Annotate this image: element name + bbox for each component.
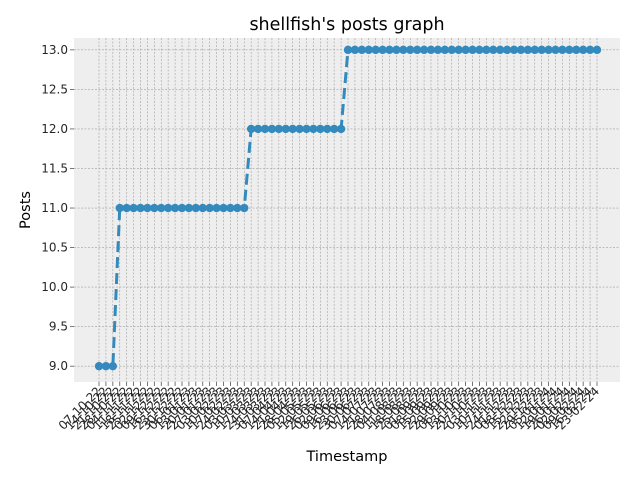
chart-title: shellfish's posts graph: [249, 15, 444, 35]
data-point: [378, 45, 387, 55]
data-point: [371, 45, 380, 55]
data-point: [399, 45, 408, 55]
data-point: [454, 45, 463, 55]
data-point: [177, 203, 187, 213]
y-tick-label: 9.0: [49, 359, 68, 373]
data-point: [129, 203, 138, 213]
data-point: [274, 124, 284, 134]
data-point: [468, 45, 477, 55]
data-point: [426, 45, 436, 55]
data-point: [191, 203, 201, 213]
data-point: [143, 203, 152, 213]
data-point: [565, 45, 574, 55]
data-point: [392, 45, 401, 55]
data-point: [343, 45, 353, 55]
data-point: [336, 124, 346, 134]
data-point: [288, 124, 297, 134]
y-tick-label: 10.5: [41, 241, 68, 255]
y-axis-ticks: 9.0 9.5 10.0 10.5 11.0 11.5 12.0 12.5 13.0: [41, 43, 74, 373]
data-point: [489, 45, 498, 55]
y-axis-label: Posts: [18, 191, 34, 229]
data-point: [219, 203, 228, 213]
data-point: [495, 45, 505, 55]
data-point: [516, 45, 526, 55]
data-point: [578, 45, 588, 55]
data-point: [198, 203, 207, 213]
data-point: [253, 124, 263, 134]
data-point: [157, 203, 166, 213]
data-point: [316, 124, 325, 134]
y-tick-label: 13.0: [41, 43, 68, 57]
y-tick-label: 11.0: [41, 201, 68, 215]
data-point: [295, 124, 304, 134]
data-point: [406, 45, 415, 55]
data-point: [267, 124, 277, 134]
y-tick-label: 11.5: [41, 161, 68, 175]
data-point: [537, 45, 546, 55]
data-point: [509, 45, 519, 55]
y-tick-label: 12.0: [41, 122, 68, 136]
data-point: [115, 203, 124, 213]
x-axis-ticks: 07-10-2214-10-2221-10-2228-10-2204-11-22…: [56, 382, 602, 433]
data-point: [364, 45, 373, 55]
data-point: [184, 203, 194, 213]
y-tick-label: 9.5: [49, 320, 68, 334]
data-point: [551, 45, 560, 55]
data-point: [475, 45, 484, 55]
data-point: [94, 361, 104, 371]
y-tick-label: 12.5: [41, 82, 68, 96]
data-point: [592, 45, 602, 55]
data-point: [246, 124, 256, 134]
data-point: [240, 203, 249, 213]
data-point: [412, 45, 422, 55]
data-point: [281, 124, 290, 134]
data-point: [170, 203, 180, 213]
data-point: [482, 45, 491, 55]
data-point: [150, 203, 159, 213]
data-point: [433, 45, 443, 55]
data-point: [309, 124, 318, 134]
data-point: [233, 203, 242, 213]
y-tick-label: 10.0: [41, 280, 68, 294]
data-point: [419, 45, 429, 55]
data-point: [585, 45, 595, 55]
data-point: [260, 124, 270, 134]
data-point: [447, 45, 456, 55]
data-point: [108, 361, 118, 371]
x-axis-label: Timestamp: [306, 449, 388, 465]
data-point: [558, 45, 567, 55]
data-point: [523, 45, 533, 55]
data-point: [461, 45, 470, 55]
data-point: [544, 45, 553, 55]
data-point: [502, 45, 512, 55]
series-markers: [94, 45, 602, 371]
data-point: [572, 45, 581, 55]
data-point: [163, 203, 173, 213]
data-point: [385, 45, 394, 55]
data-point: [329, 124, 339, 134]
data-point: [136, 203, 145, 213]
data-point: [122, 203, 131, 213]
data-point: [212, 203, 221, 213]
data-point: [205, 203, 214, 213]
data-point: [530, 45, 539, 55]
data-point: [323, 124, 332, 134]
data-point: [357, 45, 367, 55]
data-point: [440, 45, 450, 55]
data-point: [226, 203, 235, 213]
data-point: [302, 124, 311, 134]
data-point: [350, 45, 360, 55]
data-point: [101, 361, 111, 371]
